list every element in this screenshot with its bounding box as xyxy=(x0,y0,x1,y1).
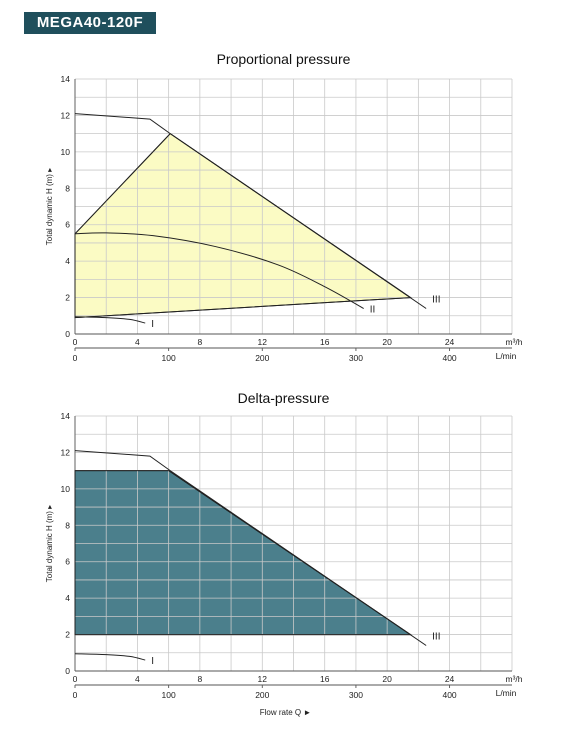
y-tick-label: 12 xyxy=(61,447,71,457)
x2-tick-label: 100 xyxy=(162,353,176,363)
y-tick-label: 14 xyxy=(61,411,71,421)
x-tick-label: 16 xyxy=(320,674,330,684)
curve-label: I xyxy=(151,656,154,667)
y-tick-label: 10 xyxy=(61,147,71,157)
x-axis-title: Flow rate Q ► xyxy=(260,371,311,372)
model-badge: MEGA40-120F xyxy=(24,12,156,34)
y-tick-label: 0 xyxy=(65,666,70,676)
chart-title: Proportional pressure xyxy=(217,51,351,67)
x-tick-label: 8 xyxy=(197,674,202,684)
x-axis-title: Flow rate Q ► xyxy=(260,708,311,717)
x-tick-label: 0 xyxy=(73,674,78,684)
operating-region xyxy=(74,470,413,636)
y-axis-title: Total dynamic H (m) ▸ xyxy=(45,168,54,245)
x2-tick-label: 200 xyxy=(255,353,269,363)
operating-region xyxy=(74,132,413,319)
y-tick-label: 2 xyxy=(65,630,70,640)
x-tick-label: 24 xyxy=(445,337,455,347)
y-tick-label: 6 xyxy=(65,557,70,567)
y-tick-label: 6 xyxy=(65,220,70,230)
x2-unit-label: L/min xyxy=(496,688,517,698)
curve-i xyxy=(74,316,146,324)
x2-tick-label: 300 xyxy=(349,353,363,363)
x-tick-label: 4 xyxy=(135,674,140,684)
x-tick-label: 16 xyxy=(320,337,330,347)
x-unit-label: m³/h xyxy=(506,337,523,347)
x-tick-label: 0 xyxy=(73,337,78,347)
y-axis-title: Total dynamic H (m) ▸ xyxy=(45,505,54,582)
curve-i xyxy=(74,653,146,661)
y-tick-label: 4 xyxy=(65,593,70,603)
y-tick-label: 2 xyxy=(65,293,70,303)
x2-tick-label: 100 xyxy=(162,690,176,700)
x2-tick-label: 0 xyxy=(73,690,78,700)
x-tick-label: 24 xyxy=(445,674,455,684)
x2-unit-label: L/min xyxy=(496,351,517,361)
x2-tick-label: 400 xyxy=(442,353,456,363)
x2-tick-label: 300 xyxy=(349,690,363,700)
curve-label: I xyxy=(151,319,154,330)
x-tick-label: 12 xyxy=(258,674,268,684)
x-tick-label: 20 xyxy=(382,674,392,684)
x-tick-label: 20 xyxy=(382,337,392,347)
curve-label: III xyxy=(432,295,440,306)
x2-tick-label: 200 xyxy=(255,690,269,700)
y-tick-label: 4 xyxy=(65,256,70,266)
x-unit-label: m³/h xyxy=(506,674,523,684)
curve-iii xyxy=(74,450,427,646)
curve-iii xyxy=(74,113,427,309)
y-tick-label: 12 xyxy=(61,110,71,120)
chart-title: Delta-pressure xyxy=(238,390,330,406)
y-tick-label: 14 xyxy=(61,74,71,84)
y-tick-label: 10 xyxy=(61,484,71,494)
y-tick-label: 8 xyxy=(65,183,70,193)
curve-ii xyxy=(74,232,364,309)
curve-label: III xyxy=(432,632,440,643)
x2-tick-label: 400 xyxy=(442,690,456,700)
x-tick-label: 12 xyxy=(258,337,268,347)
curve-label: II xyxy=(370,305,376,316)
x-tick-label: 8 xyxy=(197,337,202,347)
x2-tick-label: 0 xyxy=(73,353,78,363)
y-tick-label: 8 xyxy=(65,520,70,530)
x-tick-label: 4 xyxy=(135,337,140,347)
y-tick-label: 0 xyxy=(65,329,70,339)
